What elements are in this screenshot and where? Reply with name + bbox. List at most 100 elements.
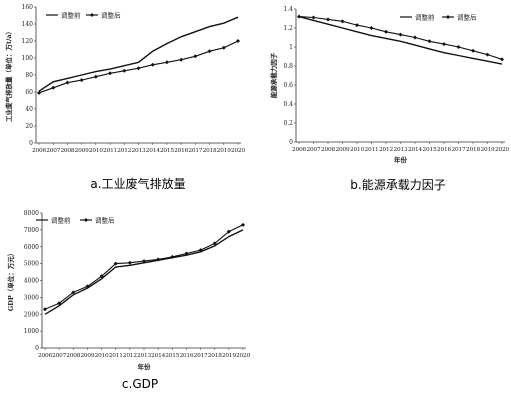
data-point-marker	[500, 57, 504, 62]
x-tick-label: 2007	[307, 147, 321, 153]
x-tick-label: 2018	[466, 147, 480, 153]
x-tick-label: 2008	[321, 147, 335, 153]
x-tick-label: 2010	[89, 148, 103, 154]
x-tick-label: 2012	[123, 353, 137, 359]
y-tick-label: 1.2	[283, 25, 293, 32]
y-tick-label: 60	[25, 89, 33, 96]
y-tick-label: 0.8	[283, 63, 293, 70]
data-point-marker	[485, 52, 490, 57]
y-tick-label: 80	[25, 72, 33, 79]
data-point-marker	[413, 35, 417, 40]
data-point-marker	[326, 17, 330, 22]
x-tick-label: 2018	[208, 353, 222, 359]
x-tick-label: 2015	[160, 148, 174, 154]
y-tick-label: 20	[25, 123, 33, 130]
legend-label: 调整前	[61, 10, 81, 19]
x-tick-label: 2017	[188, 148, 202, 154]
x-tick-label: 2016	[174, 148, 188, 154]
x-tick-label: 2019	[222, 353, 236, 359]
chart-caption: c.GDP	[122, 377, 158, 391]
y-tick-label: 100	[22, 55, 34, 62]
data-point-marker	[297, 14, 301, 19]
legend-marker	[90, 13, 94, 17]
x-axis-title: 年份	[394, 155, 408, 164]
data-point-marker	[170, 254, 175, 259]
x-tick-label: 2013	[394, 147, 408, 153]
y-tick-label: 40	[25, 106, 33, 113]
series-line-before	[298, 15, 503, 65]
y-tick-label: 4000	[24, 278, 39, 285]
y-tick-label: 1000	[24, 328, 39, 335]
data-point-marker	[51, 85, 56, 90]
x-tick-label: 2017	[452, 147, 466, 153]
y-tick-label: 0	[29, 140, 33, 147]
data-point-marker	[79, 78, 84, 83]
y-tick-label: 0.6	[283, 82, 293, 89]
data-point-marker	[226, 229, 231, 234]
data-point-marker	[57, 301, 62, 306]
y-tick-label: 120	[22, 38, 34, 45]
data-point-marker	[122, 68, 127, 73]
data-point-marker	[184, 251, 189, 256]
data-point-marker	[198, 248, 203, 253]
y-tick-label: 1.4	[283, 6, 293, 13]
data-point-marker	[369, 26, 374, 30]
y-tick-label: 0	[35, 345, 39, 352]
x-tick-label: 2006	[38, 353, 52, 359]
data-point-marker	[212, 241, 217, 246]
x-tick-label: 2018	[203, 148, 217, 154]
data-point-marker	[113, 261, 118, 266]
x-tick-label: 2010	[95, 353, 109, 359]
x-tick-label: 2009	[75, 148, 89, 154]
y-axis-title: GDP（单位：万元）	[6, 250, 15, 312]
legend-label: 调整后	[101, 10, 121, 19]
y-axis-title: 工业废气排放量（单位：万t/a）	[4, 28, 13, 122]
legend-label: 调整后	[457, 12, 477, 21]
x-tick-label: 2012	[117, 148, 131, 154]
x-tick-label: 2015	[423, 147, 437, 153]
data-point-marker	[241, 222, 245, 227]
x-tick-label: 2019	[481, 147, 495, 153]
series-line-after	[44, 224, 244, 310]
x-tick-label: 2006	[292, 147, 306, 153]
x-tick-label: 2009	[80, 353, 94, 359]
x-tick-label: 2013	[137, 353, 151, 359]
x-tick-label: 2007	[52, 353, 66, 359]
y-tick-label: 0.2	[283, 120, 293, 127]
x-tick-label: 2008	[66, 353, 80, 359]
y-tick-label: 8000	[24, 210, 39, 217]
data-point-marker	[99, 274, 104, 279]
y-tick-label: 1	[289, 44, 293, 51]
y-tick-label: 2000	[24, 311, 39, 318]
x-tick-label: 2020	[495, 147, 509, 153]
data-point-marker	[65, 80, 70, 85]
x-tick-label: 2012	[379, 147, 393, 153]
data-point-marker	[179, 57, 184, 62]
y-tick-label: 6000	[24, 244, 39, 251]
x-tick-label: 2016	[437, 147, 451, 153]
legend-label: 调整后	[95, 215, 115, 224]
data-point-marker	[193, 54, 198, 59]
data-point-marker	[156, 257, 161, 262]
y-tick-label: 5000	[24, 261, 39, 268]
data-point-marker	[456, 45, 461, 49]
y-tick-label: 7000	[24, 227, 39, 234]
data-point-marker	[236, 39, 240, 43]
x-tick-label: 2007	[46, 148, 60, 154]
data-point-marker	[355, 23, 359, 28]
x-tick-label: 2006	[32, 148, 46, 154]
x-tick-label: 2020	[236, 353, 250, 359]
x-tick-label: 2014	[151, 353, 165, 359]
data-point-marker	[43, 307, 47, 312]
series-line-before	[38, 16, 239, 92]
x-tick-label: 2017	[194, 353, 208, 359]
x-tick-label: 2010	[350, 147, 364, 153]
x-tick-label: 2015	[165, 353, 179, 359]
x-tick-label: 2011	[365, 147, 379, 153]
y-tick-label: 140	[22, 21, 34, 28]
data-point-marker	[150, 62, 155, 67]
data-point-marker	[37, 90, 41, 95]
y-tick-label: 0	[289, 139, 293, 146]
data-point-marker	[398, 32, 403, 37]
